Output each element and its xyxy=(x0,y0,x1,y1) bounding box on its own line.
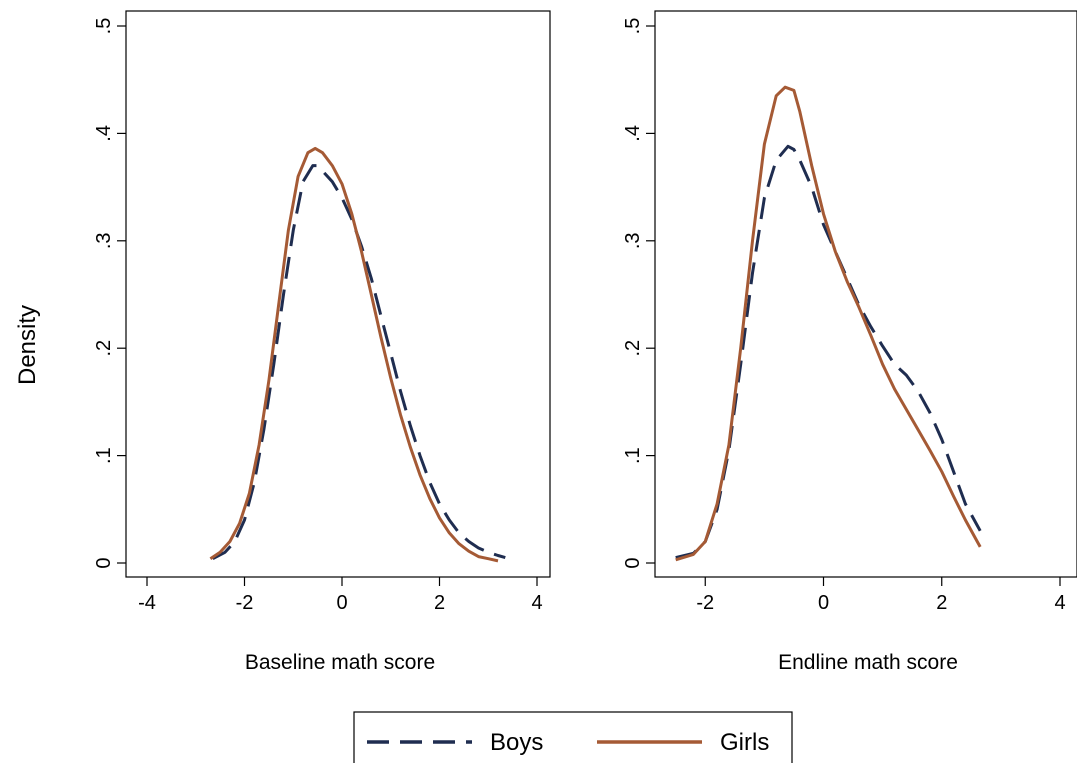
x-tick-label: 4 xyxy=(1054,592,1065,614)
legend: Boys Girls xyxy=(353,711,793,763)
x-tick-label: 2 xyxy=(434,592,445,614)
legend-box xyxy=(353,711,793,763)
y-tick-label: .3 xyxy=(622,232,644,249)
chart-panels: 0 .1 .2 .3 .4 .5 -4 -2 0 2 4 Baseline math score 0 .1… xyxy=(93,10,1077,674)
y-tick-label: .4 xyxy=(622,125,644,142)
y-tick-label: .1 xyxy=(93,447,115,464)
y-tick-label: .2 xyxy=(93,340,115,357)
y-tick-label: .5 xyxy=(93,18,115,35)
chart-panel-2: 0 .1 .2 .3 .4 .5 -2 0 2 4 Endline math score xyxy=(622,10,1077,674)
chart-panel-1: 0 .1 .2 .3 .4 .5 -4 -2 0 2 4 Baseline math score xyxy=(93,10,551,674)
y-tick-label: .1 xyxy=(622,447,644,464)
y-tick-label: .3 xyxy=(93,232,115,249)
x-tick-label: 4 xyxy=(531,592,542,614)
x-axis-label: Baseline math score xyxy=(245,651,435,674)
plot-frame xyxy=(654,10,1077,578)
y-tick-label: .4 xyxy=(93,125,115,142)
y-tick-label: .5 xyxy=(622,18,644,35)
series-line-girls xyxy=(675,85,982,562)
legend-label-girls: Girls xyxy=(720,729,769,756)
x-tick-label: -2 xyxy=(236,592,254,614)
y-tick-label: .2 xyxy=(622,340,644,357)
x-tick-label: 0 xyxy=(818,592,829,614)
y-tick-label: 0 xyxy=(93,557,115,568)
x-tick-label: 0 xyxy=(336,592,347,614)
plot-frame xyxy=(125,10,551,578)
legend-label-boys: Boys xyxy=(490,729,543,756)
series-line-boys xyxy=(675,144,982,560)
x-tick-label: -4 xyxy=(138,592,156,614)
x-tick-label: 2 xyxy=(936,592,947,614)
series-line-girls xyxy=(209,146,499,563)
x-axis-label: Endline math score xyxy=(778,651,958,674)
x-tick-label: -2 xyxy=(696,592,714,614)
series-line-boys xyxy=(212,164,506,561)
y-tick-label: 0 xyxy=(622,557,644,568)
y-axis-label: Density xyxy=(14,305,41,385)
